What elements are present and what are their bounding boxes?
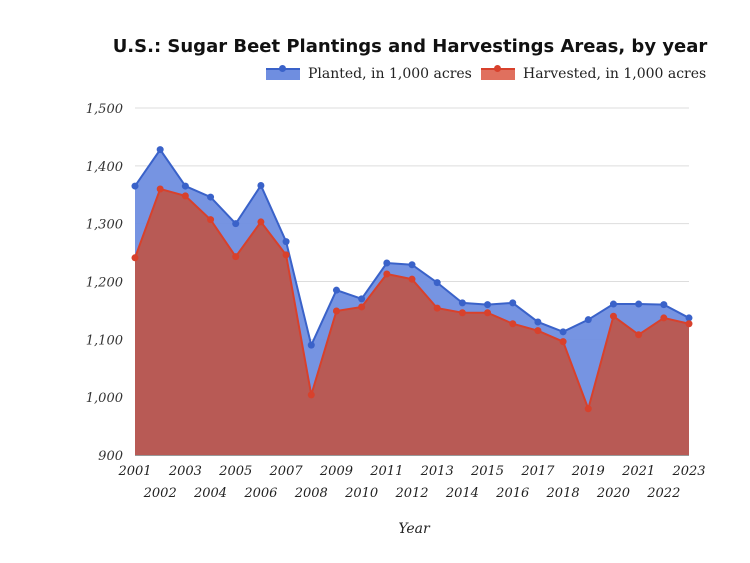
data-point xyxy=(232,220,240,228)
x-tick-label: 2022 xyxy=(646,486,680,501)
data-point xyxy=(181,192,189,200)
data-point xyxy=(484,309,492,317)
data-point xyxy=(207,216,215,224)
x-tick-label: 2020 xyxy=(596,486,630,501)
x-tick-label: 2003 xyxy=(168,464,202,479)
data-point xyxy=(358,303,366,311)
data-point xyxy=(332,307,340,315)
x-tick-label: 2009 xyxy=(319,464,353,479)
y-tick-label: 1,400 xyxy=(86,160,123,175)
x-tick-label: 2018 xyxy=(546,486,580,501)
data-point xyxy=(685,320,693,328)
data-point xyxy=(433,279,441,287)
data-point xyxy=(358,295,366,303)
x-tick-label: 2023 xyxy=(671,464,705,479)
data-point xyxy=(534,318,542,326)
data-point xyxy=(458,309,466,317)
data-point xyxy=(609,312,617,320)
data-point xyxy=(383,259,391,267)
data-point xyxy=(383,270,391,278)
data-point xyxy=(635,331,643,339)
x-axis-label: Year xyxy=(398,521,430,537)
y-tick-label: 1,500 xyxy=(86,102,123,117)
data-point xyxy=(232,253,240,261)
data-point xyxy=(131,254,139,262)
y-tick-label: 1,200 xyxy=(86,276,123,291)
data-point xyxy=(156,146,164,154)
x-tick-label: 2016 xyxy=(495,486,529,501)
x-tick-label: 2017 xyxy=(520,464,555,479)
y-tick-label: 1,100 xyxy=(86,333,123,348)
x-tick-label: 2006 xyxy=(243,486,277,501)
x-tick-label: 2012 xyxy=(394,486,428,501)
legend-swatch-planted xyxy=(266,65,300,80)
data-point xyxy=(156,185,164,193)
data-point xyxy=(257,181,265,189)
x-tick-label: 2004 xyxy=(193,486,227,501)
data-point xyxy=(408,261,416,269)
data-point xyxy=(257,218,265,226)
x-tick-label: 2014 xyxy=(445,486,479,501)
chart-title: U.S.: Sugar Beet Plantings and Harvestin… xyxy=(112,36,708,57)
data-point xyxy=(131,182,139,190)
x-tick-label: 2008 xyxy=(294,486,328,501)
area-1 xyxy=(135,188,689,455)
data-point xyxy=(635,300,643,308)
y-tick-label: 900 xyxy=(98,449,123,464)
data-point xyxy=(660,314,668,322)
x-tick-label: 2007 xyxy=(269,464,304,479)
legend-label-planted: Planted, in 1,000 acres xyxy=(308,66,472,82)
legend-label-harvested: Harvested, in 1,000 acres xyxy=(523,66,707,82)
data-point xyxy=(307,391,315,399)
x-tick-label: 2010 xyxy=(344,486,378,501)
data-point xyxy=(660,301,668,309)
data-point xyxy=(509,299,517,307)
x-tick-label: 2019 xyxy=(571,464,605,479)
data-point xyxy=(559,328,567,336)
data-point xyxy=(282,238,290,246)
y-tick-label: 1,000 xyxy=(86,391,123,406)
data-point xyxy=(559,338,567,346)
data-point xyxy=(433,304,441,312)
x-tick-label: 2001 xyxy=(117,464,151,479)
data-point xyxy=(685,314,693,322)
data-point xyxy=(207,193,215,201)
x-tick-label: 2005 xyxy=(218,464,252,479)
data-point xyxy=(408,275,416,283)
data-point xyxy=(484,301,492,309)
data-point xyxy=(307,341,315,349)
data-point xyxy=(609,300,617,308)
data-point xyxy=(584,316,592,324)
y-tick-label: 1,300 xyxy=(86,218,123,233)
legend-item-harvested: Harvested, in 1,000 acres xyxy=(481,65,707,82)
data-point xyxy=(584,405,592,413)
data-point xyxy=(181,182,189,190)
x-tick-label: 2015 xyxy=(470,464,504,479)
data-point xyxy=(509,320,517,328)
x-tick-label: 2011 xyxy=(369,464,403,479)
legend-item-planted: Planted, in 1,000 acres xyxy=(266,65,472,82)
data-point xyxy=(282,251,290,259)
legend-swatch-harvested xyxy=(481,65,515,80)
x-tick-label: 2021 xyxy=(621,464,655,479)
data-point xyxy=(332,286,340,294)
data-point xyxy=(458,299,466,307)
data-point xyxy=(534,327,542,335)
x-tick-label: 2002 xyxy=(143,486,177,501)
x-tick-label: 2013 xyxy=(420,464,454,479)
